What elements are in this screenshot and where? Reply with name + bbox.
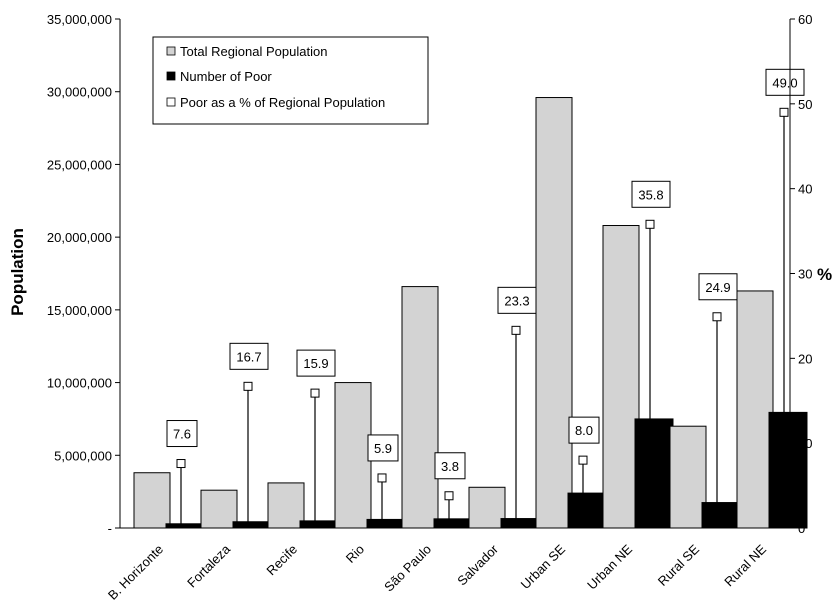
data-label: 5.9	[374, 441, 392, 456]
y-tick-label: 25,000,000	[47, 157, 112, 172]
x-tick-label: Urban SE	[518, 541, 569, 592]
data-label-box	[698, 273, 738, 301]
legend-label-total: Total Regional Population	[180, 44, 327, 59]
percent-marker	[310, 388, 320, 398]
x-tick-label: Rio	[343, 542, 367, 566]
y-axis-title: Population	[8, 228, 27, 316]
percent-marker	[712, 312, 722, 322]
data-label-box	[765, 68, 805, 96]
y-tick-label: 30,000,000	[47, 85, 112, 100]
bar-total	[267, 482, 305, 529]
bar-total	[669, 425, 707, 529]
x-tick-label: B. Horizonte	[105, 542, 166, 603]
bar-total	[602, 225, 640, 529]
data-label: 15.9	[303, 356, 328, 371]
legend-label-percent: Poor as a % of Regional Population	[180, 95, 385, 110]
y2-tick-label: 20	[798, 351, 812, 366]
y2-tick-label: 60	[798, 12, 812, 27]
percent-marker	[377, 473, 387, 483]
x-tick-label: Rural NE	[721, 541, 769, 589]
percent-marker	[779, 107, 789, 117]
percent-marker	[645, 219, 655, 229]
bar-total	[133, 472, 171, 529]
legend-swatch-percent	[166, 97, 176, 107]
legend-swatch-poor	[166, 71, 176, 81]
y-tick-label: 35,000,000	[47, 12, 112, 27]
data-label-box	[367, 434, 399, 462]
bar-poor	[366, 518, 406, 529]
legend-label-poor: Number of Poor	[180, 69, 272, 84]
data-label-box	[631, 180, 671, 208]
bar-poor	[165, 523, 205, 529]
data-label-box	[229, 342, 269, 370]
data-label: 35.8	[638, 187, 663, 202]
bar-poor	[433, 518, 473, 529]
percent-marker	[511, 325, 521, 335]
x-tick-label: São Paulo	[381, 542, 434, 595]
y-tick-label: 5,000,000	[54, 448, 112, 463]
bar-poor	[701, 502, 741, 529]
bar-total	[334, 382, 372, 529]
legend-swatch-total	[166, 46, 176, 56]
y-tick-label: 20,000,000	[47, 230, 112, 245]
data-label: 23.3	[504, 293, 529, 308]
data-label: 8.0	[575, 423, 593, 438]
data-label: 49.0	[772, 75, 797, 90]
percent-marker	[243, 381, 253, 391]
y-tick-label: -	[108, 521, 112, 536]
legend: Total Regional Population Number of Poor…	[152, 36, 429, 125]
y2-tick-label: 0	[798, 521, 805, 536]
bar-total	[200, 489, 238, 529]
percent-marker	[444, 491, 454, 501]
data-label: 16.7	[236, 349, 261, 364]
bar-total	[468, 486, 506, 529]
x-tick-label: Salvador	[454, 541, 501, 588]
bar-poor	[634, 418, 674, 529]
x-tick-label: Rural SE	[655, 541, 703, 589]
legend-box	[152, 36, 429, 125]
data-label-box	[434, 452, 466, 480]
bars-layer	[133, 97, 808, 529]
data-label-box	[296, 349, 336, 377]
bar-total	[535, 97, 573, 529]
bar-poor	[768, 411, 808, 529]
data-label: 7.6	[173, 427, 191, 442]
x-tick-label: Urban NE	[584, 541, 635, 592]
bar-poor	[500, 518, 540, 529]
y2-tick-label: 40	[798, 182, 812, 197]
percent-marker	[578, 455, 588, 465]
x-tick-label: Recife	[263, 542, 300, 579]
y2-axis-title: %	[817, 265, 832, 284]
data-label: 24.9	[705, 280, 730, 295]
bar-total	[401, 286, 439, 529]
percent-markers-layer: 7.6 16.7 15.9 5.9 3.8 23.3 8.0 35.8 24.9 49.0	[166, 68, 805, 524]
bar-total	[736, 290, 774, 529]
data-label-box	[568, 416, 600, 444]
y2-tick-label: 50	[798, 97, 812, 112]
y-tick-label: 15,000,000	[47, 303, 112, 318]
y-tick-label: 10,000,000	[47, 376, 112, 391]
y2-tick-label: 10	[798, 436, 812, 451]
y2-tick-label: 30	[798, 267, 812, 282]
bar-poor	[299, 520, 339, 529]
percent-marker	[176, 459, 186, 469]
bar-poor	[567, 492, 607, 529]
data-label: 3.8	[441, 459, 459, 474]
x-tick-label: Fortaleza	[184, 541, 233, 590]
data-label-box	[166, 420, 198, 448]
bar-poor	[232, 521, 272, 529]
data-label-box	[497, 286, 537, 314]
